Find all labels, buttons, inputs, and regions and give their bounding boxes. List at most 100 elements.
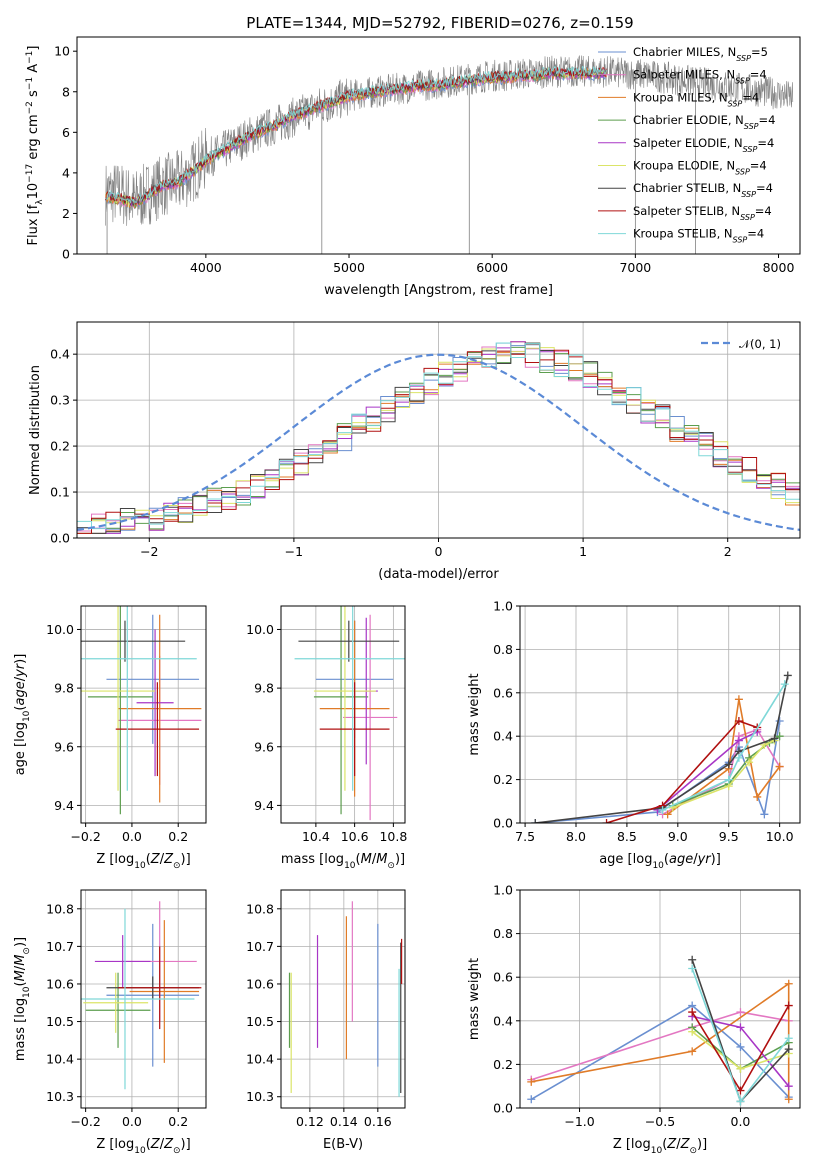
- x-tick-label: 0.12: [296, 1114, 324, 1129]
- y-tick-label: 10.8: [246, 901, 274, 916]
- y-axis-label-part: )]: [13, 937, 28, 947]
- weight-marker: [736, 1042, 745, 1051]
- y-axis-label-part: 10: [22, 986, 32, 998]
- legend-value: =4: [759, 113, 776, 127]
- figure-title: PLATE=1344, MJD=52792, FIBERID=0276, z=0…: [246, 14, 633, 32]
- weight-line: [531, 1011, 789, 1081]
- weight-marker: [736, 1064, 745, 1073]
- legend-entry: Salpeter STELIB, NSSP=4: [633, 204, 772, 222]
- x-axis-label-part: (: [664, 852, 669, 867]
- y-tick-label: 6: [62, 125, 70, 140]
- axes-frame: [280, 605, 406, 824]
- x-axis-label-part: /: [676, 1137, 681, 1152]
- weight-marker: [760, 810, 769, 819]
- normal-curve: [77, 353, 800, 531]
- x-axis-label-part: Z: [163, 1137, 174, 1152]
- x-tick-label: 0: [435, 544, 443, 559]
- x-axis-label-part: ⊙: [689, 1146, 697, 1156]
- axes-frame: [280, 889, 406, 1109]
- legend-entry: Salpeter ELODIE, NSSP=4: [633, 136, 774, 154]
- y-tick-label: 10.8: [46, 901, 74, 916]
- x-axis-label-part: (: [356, 852, 361, 867]
- histogram-step: [77, 342, 800, 530]
- y-tick-label: 10.5: [46, 1014, 74, 1029]
- y-axis-label-part: ⊙: [22, 947, 32, 955]
- x-tick-label: 0.0: [731, 1114, 751, 1129]
- x-axis-label: Z [log10(Z/Z⊙)]: [96, 852, 190, 871]
- weight-marker: [688, 1008, 697, 1017]
- x-axis-label-part: yr: [697, 852, 713, 867]
- legend-value: =5: [751, 45, 768, 59]
- y-axis-label: mass [log10(M/M⊙)]: [13, 937, 32, 1061]
- y-tick-label: 10.7: [246, 939, 274, 954]
- y-axis-label-part: s: [26, 90, 41, 101]
- y-axis-label-part: 10: [26, 183, 41, 200]
- y-tick-label: 0.0: [493, 816, 513, 831]
- weight-marker: [784, 1045, 793, 1054]
- axes-frame: [76, 321, 801, 539]
- y-axis-label-part: erg cm: [26, 114, 41, 163]
- y-tick-label: 0.4: [493, 729, 513, 744]
- legend-value: =4: [750, 68, 767, 82]
- y-tick-label: 0.8: [493, 642, 513, 657]
- y-axis-label: age [log10(age/yr)]: [13, 654, 32, 776]
- x-axis-label-part: (: [146, 852, 151, 867]
- axes-frame: [76, 36, 801, 255]
- y-tick-label: 10.7: [46, 939, 74, 954]
- x-axis-label-part: )]: [697, 1137, 707, 1152]
- legend-entry: Kroupa MILES, NSSP=4: [633, 90, 759, 108]
- x-axis-label-part: Z [log: [613, 1137, 651, 1152]
- legend-value: =4: [755, 204, 772, 218]
- mass-vs-Z-panel: −0.2 0.0 0.2 10.3 10.4 10.5 10.6 10.7 10.8 Z [log…: [13, 889, 207, 1156]
- y-tick-label: 9.4: [54, 798, 74, 813]
- y-tick-label: 1.0: [493, 883, 513, 898]
- y-tick-label: 0.2: [493, 772, 513, 787]
- legend-text: Chabrier STELIB, N: [633, 181, 741, 195]
- x-axis-label-part: Z: [163, 852, 174, 867]
- x-axis-label-part: 10: [134, 1146, 146, 1156]
- y-axis-label-part: M: [13, 970, 28, 981]
- x-axis-label-part: )]: [711, 852, 721, 867]
- y-axis-label-part: −1: [25, 51, 35, 64]
- y-tick-label: 0.0: [493, 1101, 513, 1116]
- x-tick-label: 8.5: [617, 829, 637, 844]
- y-tick-label: 10.5: [246, 1014, 274, 1029]
- x-axis-label-part: /: [372, 852, 377, 867]
- weight-vs-Z-panel: −1.0 −0.5 0.00.00.20.40.60.81.0Z [log10(Z/…: [467, 883, 801, 1156]
- x-tick-label: 10.0: [766, 829, 794, 844]
- y-tick-label: 10.3: [246, 1089, 274, 1104]
- axes-frame: [80, 605, 207, 824]
- age-vs-Z-panel: −0.2 0.0 0.29.49.69.810.0Z [log10(Z/Z⊙)]ag…: [13, 605, 207, 871]
- x-tick-label: 9.5: [719, 829, 739, 844]
- y-tick-label: 9.8: [54, 681, 74, 696]
- y-tick-label: 10.0: [246, 622, 274, 637]
- weight-marker: [780, 680, 789, 689]
- y-tick-label: 0.2: [493, 1057, 513, 1072]
- weight-marker: [724, 775, 733, 784]
- weight-marker: [736, 1097, 745, 1106]
- legend-sub: SSP: [740, 212, 755, 221]
- x-axis-label: (data-model)/error: [378, 567, 499, 582]
- y-axis-label-part: age [log: [13, 722, 28, 775]
- y-axis-label-part: /: [13, 965, 28, 970]
- axes-frame: [519, 605, 801, 824]
- x-axis-label-part: /: [160, 852, 165, 867]
- x-axis-label-part: ⊙: [387, 861, 395, 871]
- weight-marker: [784, 979, 793, 988]
- y-tick-label: 9.8: [254, 681, 274, 696]
- x-axis-label-part: age [log: [599, 852, 652, 867]
- y-tick-label: 10: [54, 44, 70, 59]
- legend-value: =4: [747, 227, 764, 241]
- weight-marker: [745, 758, 754, 767]
- x-axis-label: E(B-V): [323, 1137, 363, 1152]
- legend-sub: SSP: [743, 144, 758, 153]
- weight-marker: [775, 717, 784, 726]
- x-tick-label: −0.5: [645, 1114, 675, 1129]
- y-tick-label: 10.0: [46, 622, 74, 637]
- x-axis-label: Z [log10(Z/Z⊙)]: [96, 1137, 190, 1156]
- y-axis-label-part: age: [13, 681, 28, 705]
- legend-entry: Salpeter MILES, NSSP=4: [633, 68, 767, 86]
- weight-marker: [775, 762, 784, 771]
- weight-line: [667, 699, 781, 815]
